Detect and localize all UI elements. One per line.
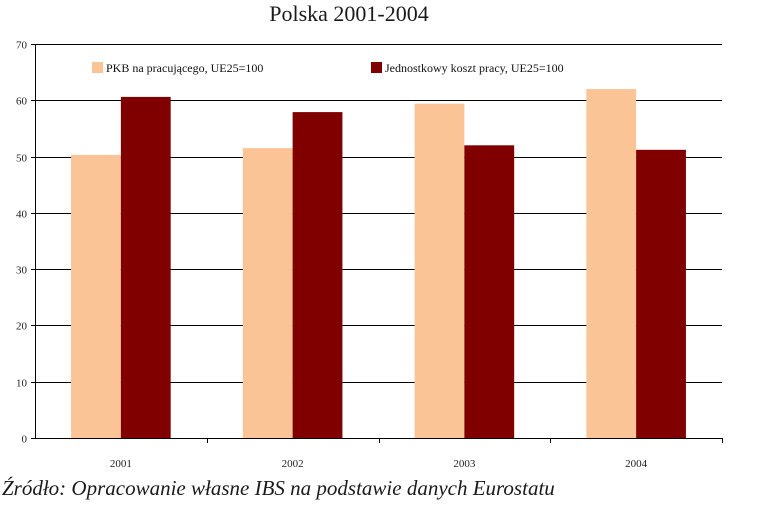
chart-title: Polska 2001-2004	[269, 1, 429, 26]
y-tick-label: 50	[16, 153, 28, 165]
bar-2001-series-2	[120, 96, 171, 438]
y-tick-label: 60	[16, 96, 28, 108]
bar-2003-series-2	[464, 145, 515, 439]
x-tick-label: 2002	[282, 458, 304, 470]
legend-label: Jednostkowy koszt pracy, UE25=100	[385, 61, 564, 75]
legend-swatch	[92, 62, 103, 73]
axes	[31, 44, 723, 443]
bar-2001-series-1	[71, 154, 121, 438]
y-tick-label: 0	[22, 434, 28, 446]
legend: PKB na pracującego, UE25=100 Jednostkowy …	[92, 61, 564, 75]
y-tick-label: 40	[16, 209, 28, 221]
x-tick-labels: 2001 2002 2003 2004	[110, 458, 648, 470]
y-tick-label: 10	[16, 378, 28, 390]
legend-label: PKB na pracującego, UE25=100	[106, 61, 263, 75]
bar-2003-series-1	[414, 103, 465, 439]
bars	[71, 89, 686, 439]
y-tick-labels: 0 10 20 30 40 50 60 70	[16, 40, 28, 446]
bar-2002-series-2	[292, 112, 343, 438]
legend-swatch	[371, 62, 382, 73]
x-tick-label: 2001	[110, 458, 132, 470]
bar-2002-series-1	[242, 148, 293, 438]
y-tick-label: 70	[16, 40, 28, 52]
source-note: Źródło: Opracowanie własne IBS na podsta…	[2, 476, 555, 500]
y-tick-label: 20	[16, 321, 28, 333]
x-tick-label: 2004	[625, 458, 648, 470]
x-tick-label: 2003	[453, 458, 476, 470]
y-tick-label: 30	[16, 265, 28, 277]
bar-2004-series-1	[586, 89, 637, 439]
bar-2004-series-2	[636, 149, 686, 438]
